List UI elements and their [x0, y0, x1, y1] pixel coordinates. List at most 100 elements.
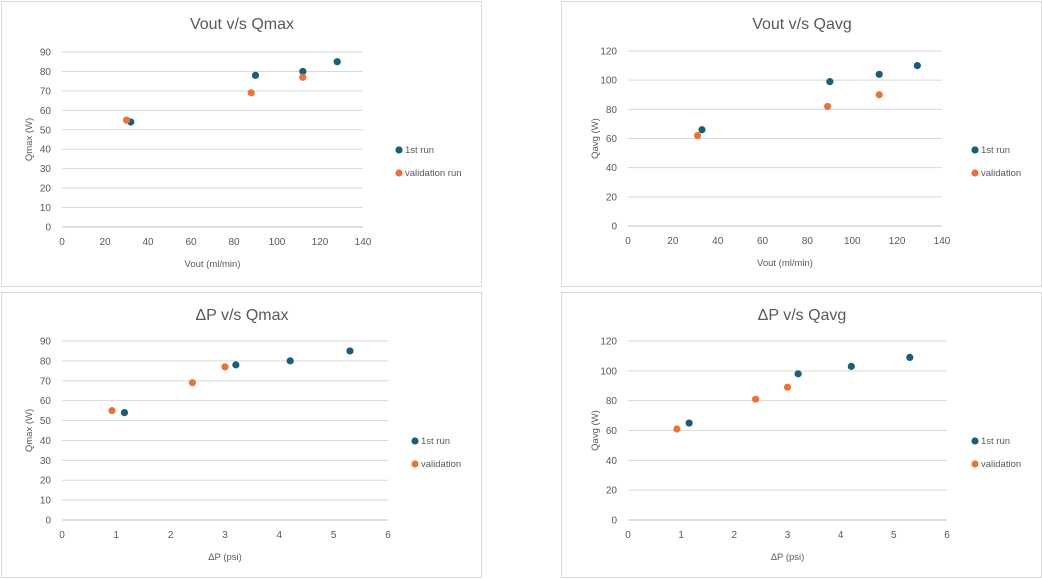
data-point-validation: [783, 383, 792, 391]
y-tick-label: 70: [40, 86, 52, 97]
data-point-run1: [847, 362, 855, 370]
x-tick-label: 40: [142, 237, 154, 248]
x-tick-label: 3: [785, 530, 791, 541]
x-tick-label: 0: [625, 530, 631, 541]
y-tick-label: 20: [40, 184, 52, 195]
y-tick-label: 90: [40, 48, 52, 59]
data-point-validation: [673, 425, 681, 433]
x-tick-label: 140: [934, 236, 951, 247]
legend-label: validation: [981, 168, 1021, 179]
chart-title: Vout v/s Qmax: [190, 16, 294, 33]
data-point-validation: [108, 407, 116, 415]
x-tick-label: 20: [667, 236, 679, 247]
y-tick-label: 40: [40, 436, 52, 447]
x-tick-label: 3: [222, 530, 228, 541]
legend-marker-validation: [395, 169, 403, 177]
x-tick-label: 100: [844, 236, 861, 247]
data-point-run1: [794, 370, 802, 378]
legend-marker-run1: [971, 146, 979, 154]
legend-label: validation run: [405, 168, 462, 179]
y-tick-label: 10: [40, 203, 52, 214]
y-tick-label: 80: [40, 67, 52, 78]
legend-marker-run1: [411, 437, 419, 445]
y-tick-label: 60: [606, 134, 618, 145]
data-point-validation: [693, 131, 702, 140]
chart-vout-qavg: Vout v/s Qavg 0 20 40 60 80 100 120 0 20 40 60 80 100…: [590, 16, 1021, 269]
x-tick-label: 60: [185, 237, 197, 248]
y-tick-label: 120: [600, 47, 617, 58]
data-point-run1: [299, 67, 307, 76]
y-tick-label: 30: [40, 456, 52, 467]
x-tick-label: 5: [891, 530, 897, 541]
x-tick-label: 120: [312, 237, 329, 248]
data-point-run1: [333, 58, 341, 66]
data-point-run1: [346, 347, 354, 355]
data-point-run1: [286, 357, 294, 365]
legend-marker-validation: [971, 169, 979, 177]
chart-title: ΔP v/s Qavg: [758, 307, 847, 324]
legend-marker-run1: [971, 437, 979, 445]
x-axis-label: ΔP (psi): [208, 552, 242, 563]
y-tick-label: 50: [40, 125, 52, 136]
legend-label: 1st run: [981, 436, 1010, 447]
y-tick-label: 60: [40, 106, 52, 117]
chart-panel-dp-qmax: ΔP v/s Qmax 0 10 20 30 40 50 60 70 80 90 0 1 2 3 4 5 6 ΔP …: [1, 292, 482, 578]
data-point-validation: [875, 91, 883, 99]
y-tick-label: 80: [40, 356, 52, 367]
data-point-run1: [906, 353, 914, 362]
data-point-validation: [247, 89, 255, 97]
y-tick-label: 10: [40, 496, 52, 507]
legend-label: validation: [981, 459, 1021, 470]
y-tick-label: 100: [600, 366, 617, 377]
x-tick-label: 4: [838, 530, 844, 541]
y-tick-label: 60: [606, 426, 618, 437]
x-tick-label: 6: [385, 530, 391, 541]
legend-label: 1st run: [981, 145, 1010, 156]
legend-label: 1st run: [421, 436, 450, 447]
y-tick-label: 50: [40, 416, 52, 427]
y-axis-label: Qavg (W): [590, 410, 601, 451]
y-tick-label: 30: [40, 164, 52, 175]
data-point-validation: [299, 73, 307, 81]
data-point-run1: [251, 71, 260, 79]
x-axis-label: Vout (ml/min): [185, 259, 241, 270]
x-tick-label: 2: [168, 530, 174, 541]
x-tick-label: 20: [99, 237, 111, 248]
data-point-validation: [221, 363, 229, 371]
y-tick-label: 70: [40, 376, 52, 387]
y-tick-label: 0: [45, 516, 51, 527]
y-axis-label: Qavg (W): [590, 118, 601, 159]
y-tick-label: 100: [600, 76, 617, 87]
y-tick-label: 40: [606, 163, 618, 174]
legend-marker-validation: [971, 460, 979, 468]
legend-label: 1st run: [405, 145, 434, 156]
y-tick-label: 0: [45, 223, 51, 234]
x-tick-label: 1: [678, 530, 684, 541]
data-point-run1: [913, 61, 921, 70]
x-tick-label: 0: [59, 530, 65, 541]
x-tick-label: 40: [712, 236, 724, 247]
data-point-validation: [824, 102, 832, 111]
y-tick-label: 60: [40, 396, 52, 407]
y-axis-label: Qmax (W): [24, 118, 35, 161]
data-point-validation: [122, 116, 131, 124]
data-point-run1: [826, 78, 834, 86]
y-tick-label: 0: [611, 222, 617, 233]
y-tick-label: 120: [600, 337, 617, 348]
x-tick-label: 4: [277, 530, 283, 541]
x-tick-label: 1: [114, 530, 120, 541]
y-tick-label: 40: [40, 145, 52, 156]
legend-marker-run1: [395, 146, 403, 154]
y-tick-label: 80: [606, 396, 618, 407]
y-tick-label: 40: [606, 456, 618, 467]
x-tick-label: 80: [802, 236, 814, 247]
chart-dp-qavg: ΔP v/s Qavg 0 20 40 60 80 100 120 0 1 2 3 4 5 6 ΔP (psi…: [590, 307, 1021, 563]
chart-panel-vout-qavg: Vout v/s Qavg 0 20 40 60 80 100 120 0 20 40 60 80 100…: [561, 1, 1042, 287]
data-point-run1: [875, 70, 883, 78]
y-tick-label: 80: [606, 105, 618, 116]
x-tick-label: 0: [625, 236, 631, 247]
chart-title: Vout v/s Qavg: [752, 16, 852, 33]
y-tick-label: 20: [606, 486, 618, 497]
data-point-validation: [752, 395, 760, 403]
x-tick-label: 80: [228, 237, 240, 248]
